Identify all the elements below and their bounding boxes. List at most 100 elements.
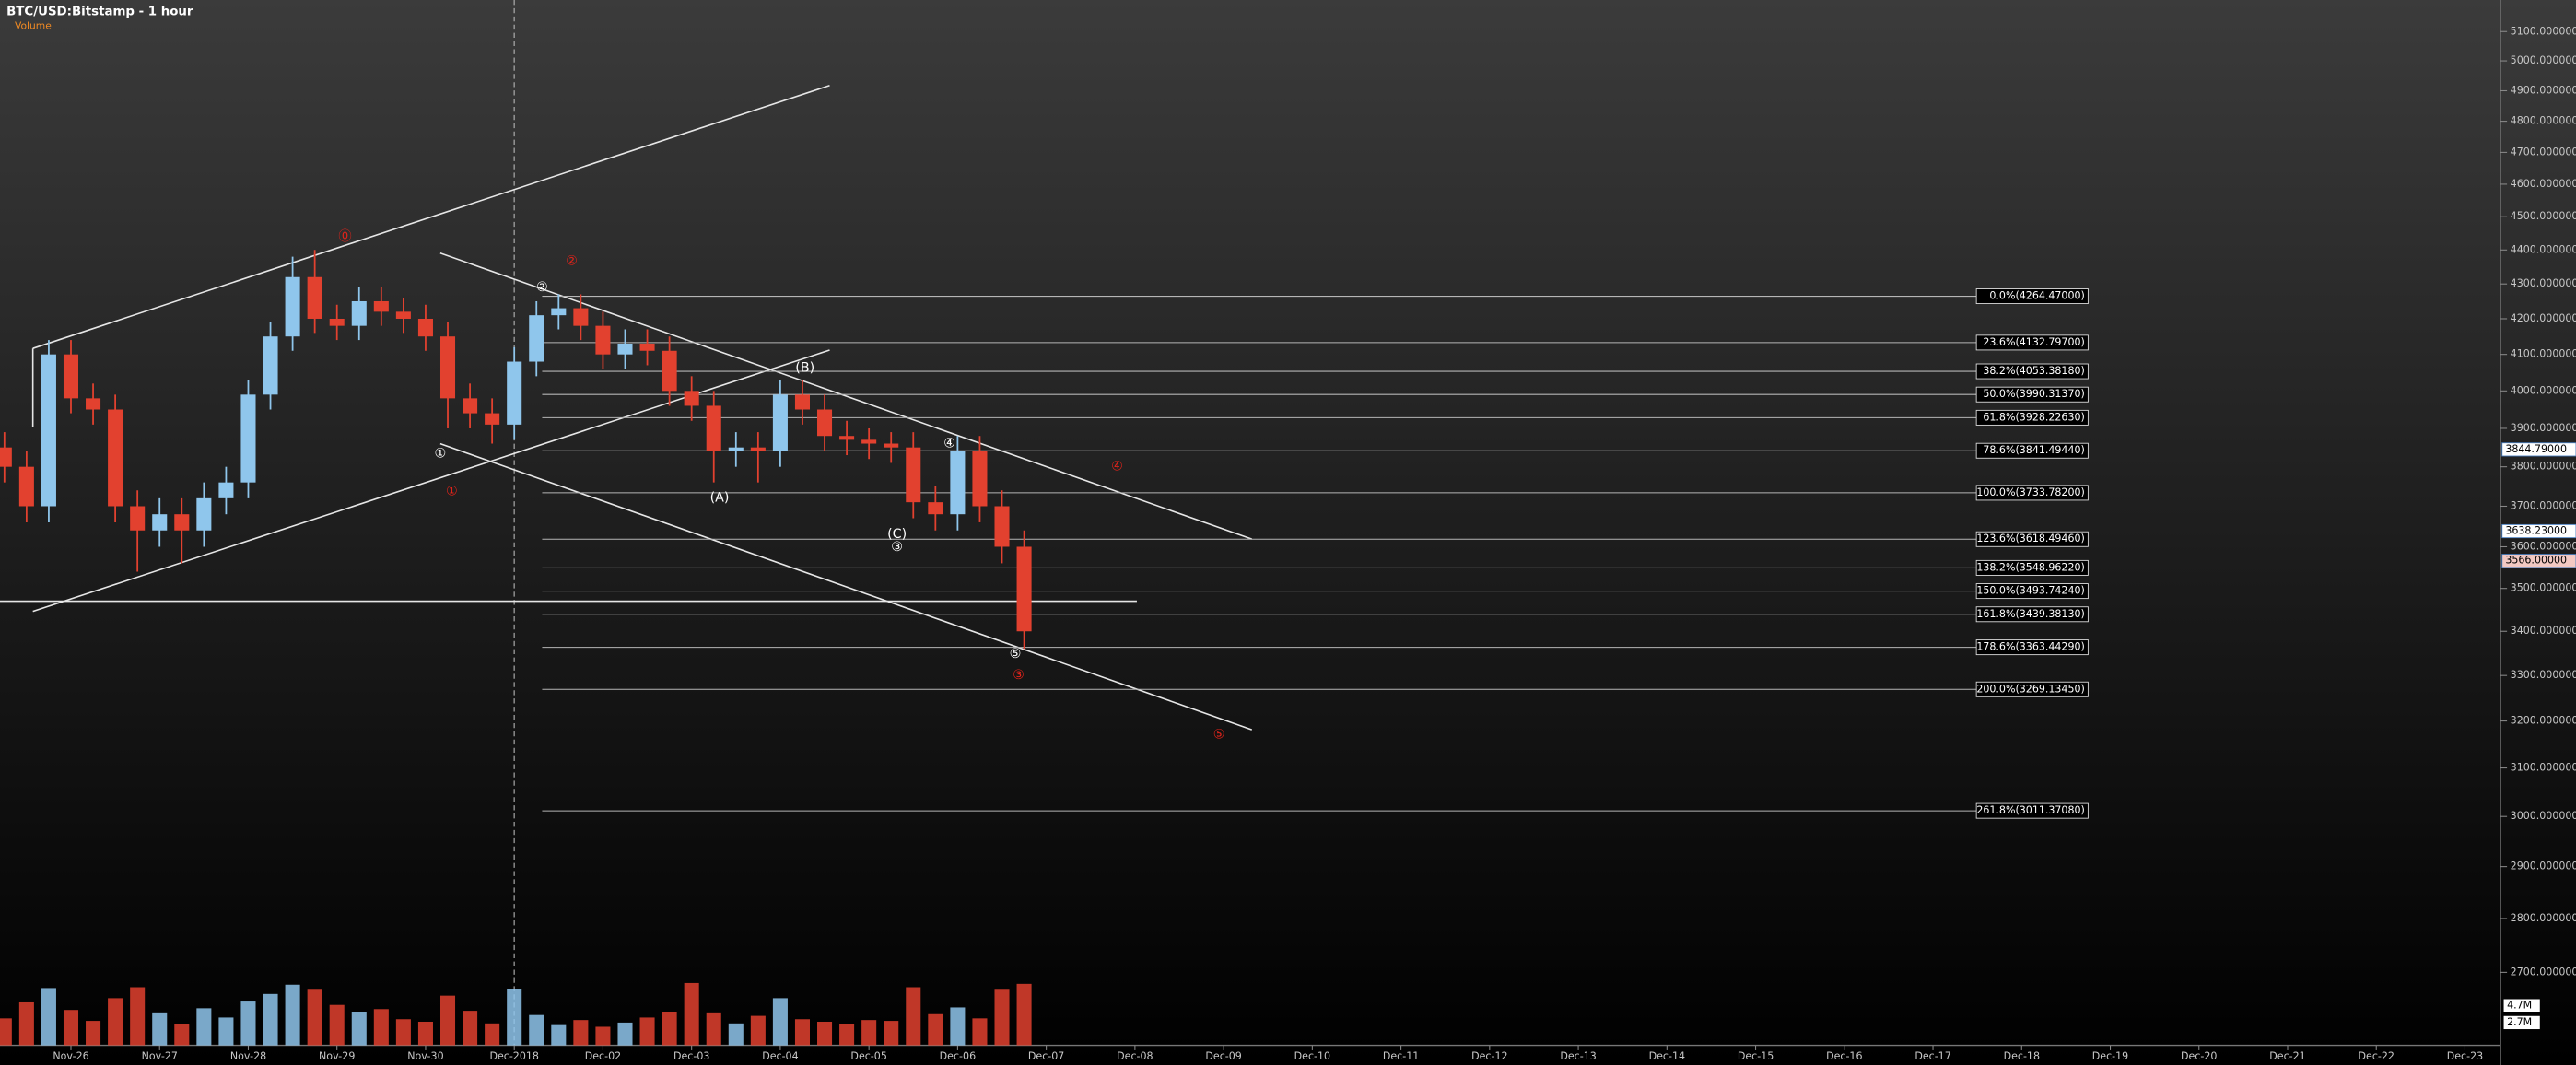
volume-bar [218,1017,234,1046]
fib-label-box [1975,559,2089,576]
x-tick-label: Dec-09 [1205,1050,1241,1062]
volume-bar [0,1018,12,1046]
candle-body [950,451,966,515]
candle-body [329,318,345,326]
y-tick-label: 4700.000000 [2511,146,2576,158]
fib-label-box [1975,485,2089,501]
volume-bar [684,982,699,1046]
x-tick-label: Dec-04 [762,1050,798,1062]
wave-label: ② [536,280,548,295]
candle-body [41,354,56,507]
y-tick-label: 3000.000000 [2511,810,2576,822]
volume-bar [417,1021,433,1046]
volume-bar [1016,983,1032,1046]
y-tick-label: 3900.000000 [2511,422,2576,434]
wave-label: (B) [795,361,814,376]
x-tick-label: Dec-03 [673,1050,709,1062]
candle-body [706,405,721,451]
volume-bar [196,1008,212,1046]
fib-label: 23.6%(4132.79700) [1983,336,2084,348]
volume-bar [63,1010,79,1046]
candle-body [86,398,101,410]
candle-body [63,354,79,399]
x-tick-label: Nov-28 [230,1050,266,1062]
volume-bar [152,1012,168,1046]
volume-bar [240,1001,256,1046]
x-tick-label: Dec-22 [2359,1050,2395,1062]
fib-label: 123.6%(3618.49460) [1976,532,2084,544]
candle-body [617,343,633,355]
volume-bar [18,1001,34,1046]
y-tick-label: 3500.000000 [2511,582,2576,594]
volume-bar [861,1020,877,1046]
fib-label: 150.0%(3493.74240) [1976,585,2084,597]
fib-label: 50.0%(3990.31370) [1983,388,2084,400]
y-tick-label: 4500.000000 [2511,210,2576,222]
channel-upper [32,85,830,349]
x-tick-label: Dec-11 [1383,1050,1419,1062]
volume-marker [2503,999,2540,1012]
volume-bar [906,987,921,1046]
candle-body [728,447,744,451]
candle-body [263,336,278,395]
plot-layer: 2700.000000 2800.000000 2900.000000 3000.00… [0,25,2576,1062]
candle-body [351,300,367,326]
y-tick-label: 2800.000000 [2511,912,2576,924]
wave-label: ② [566,254,578,269]
volume-bar [928,1013,943,1046]
price-marker [2501,442,2576,457]
wave-label: ④ [943,437,955,451]
candle-body [218,482,234,498]
volume-bar [485,1023,500,1046]
volume-bar [307,989,322,1046]
candle-body [395,311,411,319]
x-tick-label: Dec-2018 [489,1050,538,1062]
candle-body [639,343,655,351]
fib-label-box [1975,386,2089,403]
price-marker-label: 3566.00000 [2505,555,2567,567]
volume-bar [972,1018,988,1046]
fib-label-box [1975,802,2089,819]
price-marker-label: 3844.79000 [2505,443,2567,455]
candle-body [108,409,123,507]
y-tick-label: 3300.000000 [2511,669,2576,681]
volume-label: Volume [15,20,52,32]
volume-bar [551,1024,567,1046]
fib-label: 61.8%(3928.22630) [1983,411,2084,423]
volume-bar [617,1022,633,1046]
wave-label: (C) [887,527,907,542]
y-tick-label: 3700.000000 [2511,499,2576,511]
y-tick-label: 4400.000000 [2511,243,2576,255]
candle-body [839,436,855,440]
candle-body [750,447,766,451]
volume-bar [772,998,788,1046]
candle-body [906,447,921,503]
fib-label-box [1975,409,2089,426]
volume-bar [750,1015,766,1046]
volume-bar [351,1012,367,1046]
down-channel-lower [439,442,1253,731]
x-tick-label: Dec-14 [1649,1050,1685,1062]
fib-label: 178.6%(3363.44290) [1976,641,2084,653]
y-tick-label: 2700.000000 [2511,966,2576,977]
x-tick-label: Dec-06 [940,1050,976,1062]
candle-body [772,394,788,451]
y-tick-label: 4300.000000 [2511,277,2576,289]
candle-body [285,276,300,337]
candle-body [551,308,567,316]
volume-bar [507,989,522,1046]
y-tick-label: 5100.000000 [2511,25,2576,37]
candle-body [884,443,899,448]
fib-label: 138.2%(3548.96220) [1976,561,2084,573]
volume-bar [839,1024,855,1046]
candle-body [0,447,12,467]
candle-body [684,391,699,406]
volume-bar [706,1012,721,1046]
down-channel-upper [439,252,1253,540]
x-tick-label: Dec-17 [1914,1050,1950,1062]
fib-label: 0.0%(4264.47000) [1989,290,2084,302]
fib-label-box [1975,363,2089,380]
x-tick-label: Dec-20 [2181,1050,2217,1062]
candle-body [439,336,456,399]
x-tick-label: Dec-05 [850,1050,886,1062]
